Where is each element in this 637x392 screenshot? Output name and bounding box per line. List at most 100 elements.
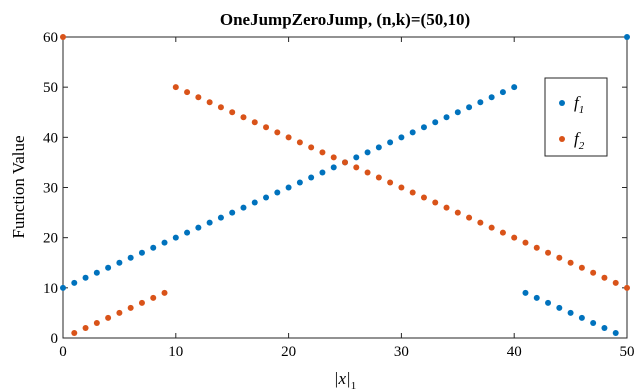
data-point <box>240 114 247 121</box>
data-point <box>601 274 608 281</box>
y-tick-label: 50 <box>43 80 58 96</box>
legend-label: f1 <box>574 93 584 116</box>
y-tick-label: 0 <box>51 331 59 347</box>
data-point <box>409 129 416 136</box>
data-point <box>93 319 100 326</box>
data-point <box>420 124 427 131</box>
x-tick-label: 10 <box>168 344 183 360</box>
y-tick-label: 60 <box>43 30 58 46</box>
data-point <box>206 219 213 226</box>
x-tick-label: 0 <box>59 344 67 360</box>
data-point <box>488 94 495 101</box>
data-point <box>612 279 619 286</box>
data-point <box>60 34 66 40</box>
data-point <box>285 184 292 191</box>
x-tick-label: 20 <box>281 344 296 360</box>
data-point <box>105 314 112 321</box>
data-point <box>161 289 168 296</box>
data-point <box>578 264 585 271</box>
data-point <box>240 204 247 211</box>
data-point <box>511 234 518 241</box>
data-point <box>443 114 450 121</box>
data-point <box>488 224 495 231</box>
data-point <box>195 224 202 231</box>
data-point <box>375 144 382 151</box>
data-point <box>590 319 597 326</box>
data-point <box>398 184 405 191</box>
data-point <box>138 299 145 306</box>
series-f1 <box>60 34 630 336</box>
data-point <box>432 199 439 206</box>
y-axis: 0 10 20 30 40 50 60 <box>43 30 627 347</box>
y-tick-label: 30 <box>43 181 58 197</box>
data-point <box>274 129 281 136</box>
data-point <box>409 189 416 196</box>
data-point <box>71 329 78 336</box>
data-point <box>184 229 191 236</box>
x-axis-label: |x|1 <box>334 369 356 392</box>
legend-box <box>544 77 608 157</box>
data-point <box>184 89 191 96</box>
data-point <box>499 89 506 96</box>
data-point <box>105 264 112 271</box>
data-point <box>567 259 574 266</box>
data-point <box>398 134 405 141</box>
x-tick-label: 30 <box>394 344 409 360</box>
data-point <box>217 214 224 221</box>
data-point <box>454 209 461 216</box>
x-tick-label: 40 <box>507 344 522 360</box>
data-point <box>116 259 123 266</box>
x-axis-label-text: |x| <box>334 369 351 388</box>
data-point <box>466 214 473 221</box>
data-point <box>590 269 597 276</box>
plot-area <box>62 36 628 339</box>
data-point <box>466 104 473 111</box>
data-point <box>319 169 326 176</box>
data-point <box>556 254 563 261</box>
legend-label-name: f <box>574 93 581 112</box>
data-point <box>82 274 89 281</box>
data-point <box>127 304 134 311</box>
data-point <box>93 269 100 276</box>
data-point <box>251 119 258 126</box>
y-tick-label: 10 <box>43 281 58 297</box>
data-point <box>206 99 213 106</box>
data-point <box>150 244 157 251</box>
data-point <box>161 239 168 246</box>
y-tick-label: 40 <box>43 130 58 146</box>
data-point <box>330 154 337 161</box>
data-point <box>364 169 371 176</box>
data-point <box>285 134 292 141</box>
data-point <box>364 149 371 156</box>
data-point <box>319 149 326 156</box>
data-point <box>251 199 258 206</box>
data-point <box>511 84 518 91</box>
legend-label-name: f <box>574 129 581 148</box>
data-point <box>545 299 552 306</box>
legend-label-subscript: 1 <box>579 104 585 116</box>
y-axis-label: Function Value <box>9 135 28 238</box>
data-point <box>420 194 427 201</box>
x-axis: 0 10 20 30 40 50 <box>59 37 635 360</box>
data-point <box>71 279 78 286</box>
chart-title: OneJumpZeroJump, (n,k)=(50,10) <box>220 10 470 29</box>
legend-label: f2 <box>574 129 585 152</box>
data-point <box>499 229 506 236</box>
data-point <box>432 119 439 126</box>
data-point <box>375 174 382 181</box>
legend-marker <box>559 136 565 142</box>
data-point <box>229 209 236 216</box>
legend-marker <box>559 100 565 106</box>
data-point <box>217 104 224 111</box>
data-point <box>172 234 179 241</box>
x-tick-label: 50 <box>620 344 635 360</box>
data-point <box>522 289 529 296</box>
data-point <box>387 179 394 186</box>
data-point <box>556 304 563 311</box>
series-f2 <box>60 34 630 336</box>
x-axis-label-subscript: 1 <box>351 380 357 392</box>
data-point <box>308 144 315 151</box>
data-point <box>545 249 552 256</box>
